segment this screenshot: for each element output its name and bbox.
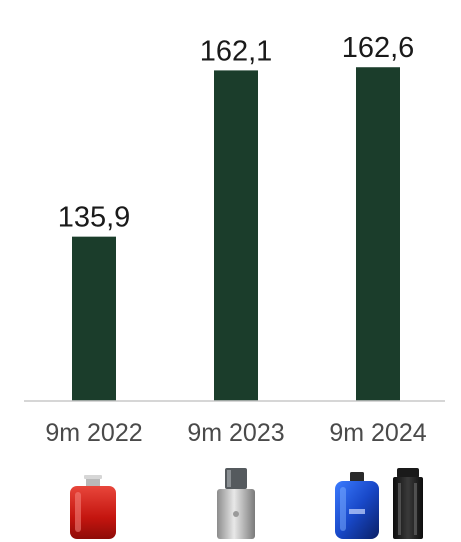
black-perfume-bottle-icon <box>393 468 423 539</box>
red-perfume-bottle-icon <box>70 475 116 539</box>
blue-perfume-bottle-icon <box>335 472 379 539</box>
value-label: 135,9 <box>58 202 131 234</box>
value-label: 162,6 <box>342 32 415 64</box>
category-label: 9m 2023 <box>187 419 284 447</box>
bar-9m-2024 <box>356 67 400 401</box>
value-labels: 135,9 162,1 162,6 <box>58 32 415 233</box>
category-label: 9m 2022 <box>45 419 142 447</box>
silver-perfume-bottle-icon <box>217 468 255 539</box>
category-labels: 9m 2022 9m 2023 9m 2024 <box>45 419 426 447</box>
bars <box>72 67 400 401</box>
value-label: 162,1 <box>200 35 273 67</box>
bar-9m-2022 <box>72 236 116 401</box>
bar-9m-2023 <box>214 70 258 401</box>
category-label: 9m 2024 <box>329 419 426 447</box>
